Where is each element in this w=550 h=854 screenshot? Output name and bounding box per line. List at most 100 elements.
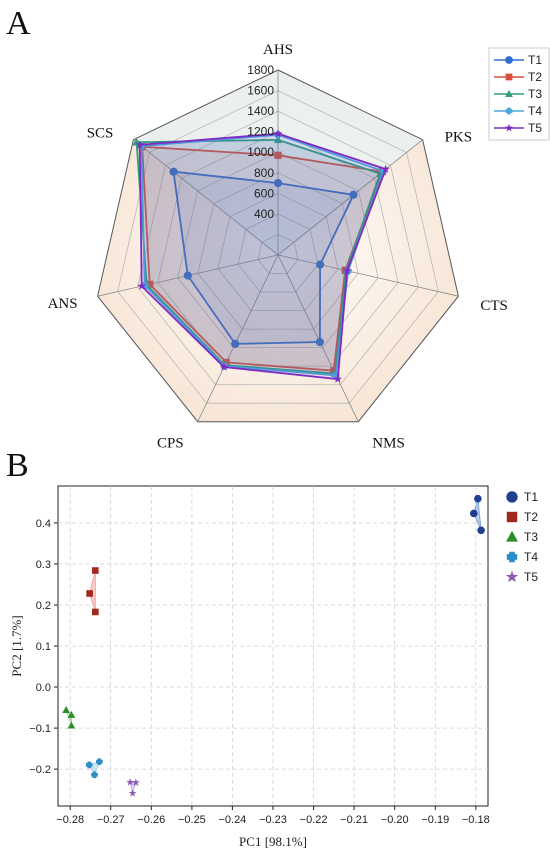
radar-point-t2	[222, 358, 230, 367]
radar-legend-label: T5	[528, 121, 542, 135]
radar-grid-ring	[197, 172, 359, 330]
radar-area-t3	[135, 138, 382, 375]
radar-point-t2	[274, 151, 282, 159]
pca-point-t2	[86, 590, 93, 597]
pca-legend-marker	[506, 530, 518, 542]
radar-point-t3	[273, 135, 283, 144]
pca-x-ticks: −0.28 −0.27 −0.26 −0.25 −0.24 −0.23 −0.22 −0.21…	[56, 806, 490, 826]
radar-point-t2	[330, 367, 338, 375]
radar-point-t5	[342, 266, 352, 275]
pca-legend-item-t2: T2	[506, 510, 538, 524]
radar-axis-label-ans: ANS	[48, 296, 78, 312]
radar-legend-item-t3: T3	[494, 87, 542, 101]
pca-legend-marker	[505, 570, 519, 583]
radar-tick-label: 1400	[247, 104, 274, 118]
pca-point-t5	[132, 778, 140, 786]
pca-y-tick-label: 0.2	[36, 600, 51, 612]
pca-y-tick-label: 0.1	[36, 641, 51, 653]
pca-point-t2	[92, 608, 99, 616]
pca-y-tick-label: −0.1	[29, 723, 51, 735]
pca-point-t2	[92, 567, 99, 574]
pca-point-t1	[477, 526, 485, 535]
radar-grid-ring	[97, 69, 459, 423]
radar-spoke	[133, 139, 279, 256]
radar-point-t2	[146, 280, 154, 288]
radar-series-t5	[135, 129, 390, 383]
radar-area-t4	[140, 133, 385, 377]
pca-y-ticks: −0.2 −0.1 0.0 0.1 0.2 0.3 0.4	[29, 518, 58, 776]
radar-grid-ring	[137, 110, 419, 386]
pca-grid	[58, 486, 488, 806]
radar-grid	[97, 69, 459, 423]
pca-y-tick-label: 0.3	[36, 559, 51, 571]
radar-spoke	[277, 139, 423, 256]
pca-y-tick-label: 0.0	[36, 682, 51, 694]
radar-axis-label-scs: SCS	[87, 126, 114, 142]
radar-legend-marker	[505, 107, 513, 115]
pca-point-t4	[96, 758, 103, 765]
pca-legend-item-t4: T4	[506, 550, 538, 564]
pca-y-tick-label: −0.2	[29, 764, 51, 776]
pca-point-t3	[62, 706, 70, 713]
pca-points	[62, 494, 485, 797]
radar-legend-label: T3	[528, 87, 542, 101]
radar-legend-marker	[505, 56, 513, 64]
radar-grid-ring	[237, 213, 319, 293]
pca-x-tick-label: −0.26	[137, 814, 165, 826]
radar-series-t1	[169, 167, 358, 348]
pca-x-axis-label: PC1 [98.1%]	[239, 834, 307, 849]
pca-legend-marker	[506, 551, 518, 563]
radar-point-t1	[315, 337, 325, 347]
radar-axis-label-nms: NMS	[372, 436, 405, 452]
pca-x-tick-label: −0.20	[381, 814, 409, 826]
radar-point-t5	[381, 164, 390, 173]
pca-legend-item-t5: T5	[505, 570, 538, 584]
radar-tick-label: 1000	[247, 145, 274, 159]
radar-grid-ring	[257, 233, 299, 274]
pca-point-t4	[85, 761, 93, 769]
pca-x-tick-label: −0.24	[218, 814, 246, 826]
pca-point-t1	[474, 494, 482, 503]
pca-point-t4	[91, 771, 98, 779]
radar-series-group	[132, 129, 390, 383]
radar-spoke	[197, 254, 279, 422]
pca-legend-item-t1: T1	[506, 490, 538, 504]
radar-legend-label: T4	[528, 104, 542, 118]
radar-area-t5	[138, 132, 387, 381]
pca-x-tick-label: −0.28	[56, 814, 84, 826]
radar-tick-label: 1800	[247, 63, 274, 77]
pca-x-tick-label: −0.27	[97, 814, 125, 826]
radar-axis-label-ahs: AHS	[263, 42, 293, 58]
radar-grid-ring	[217, 192, 339, 312]
pca-legend-label: T2	[524, 510, 538, 524]
radar-tick-label: 1200	[247, 125, 274, 139]
pca-legend-label: T1	[524, 490, 538, 504]
pca-y-axis-label: PC2 [1.7%]	[9, 615, 24, 676]
radar-tick-label: 800	[254, 166, 274, 180]
radar-legend-marker	[505, 123, 513, 132]
pca-x-tick-label: −0.23	[259, 814, 287, 826]
radar-point-t5	[137, 281, 146, 290]
radar-legend-label: T1	[528, 53, 542, 67]
pca-x-tick-label: −0.25	[178, 814, 206, 826]
pca-point-t3	[67, 710, 76, 718]
pca-x-tick-label: −0.22	[300, 814, 328, 826]
pca-point-t5	[128, 789, 137, 797]
radar-legend-item-t4: T4	[494, 104, 542, 118]
pca-legend-label: T4	[524, 550, 538, 564]
radar-legend: T1 T2 T3 T4 T5	[488, 47, 550, 141]
radar-point-t5	[219, 362, 229, 371]
pca-x-tick-label: −0.21	[340, 814, 368, 826]
radar-area-t2	[141, 145, 384, 372]
radar-legend-item-t5: T5	[494, 121, 542, 135]
radar-legend-label: T2	[528, 70, 542, 84]
radar-series-t3	[132, 135, 385, 377]
pca-x-tick-label: −0.18	[462, 814, 490, 826]
radar-legend-marker	[505, 73, 513, 81]
radar-legend-item-t2: T2	[494, 70, 542, 84]
panel-a-letter: A	[6, 5, 31, 42]
radar-tick-label: 1600	[247, 84, 274, 98]
pca-point-t3	[67, 721, 76, 729]
pca-legend: T1 T2 T3 T4 T5	[505, 490, 538, 584]
